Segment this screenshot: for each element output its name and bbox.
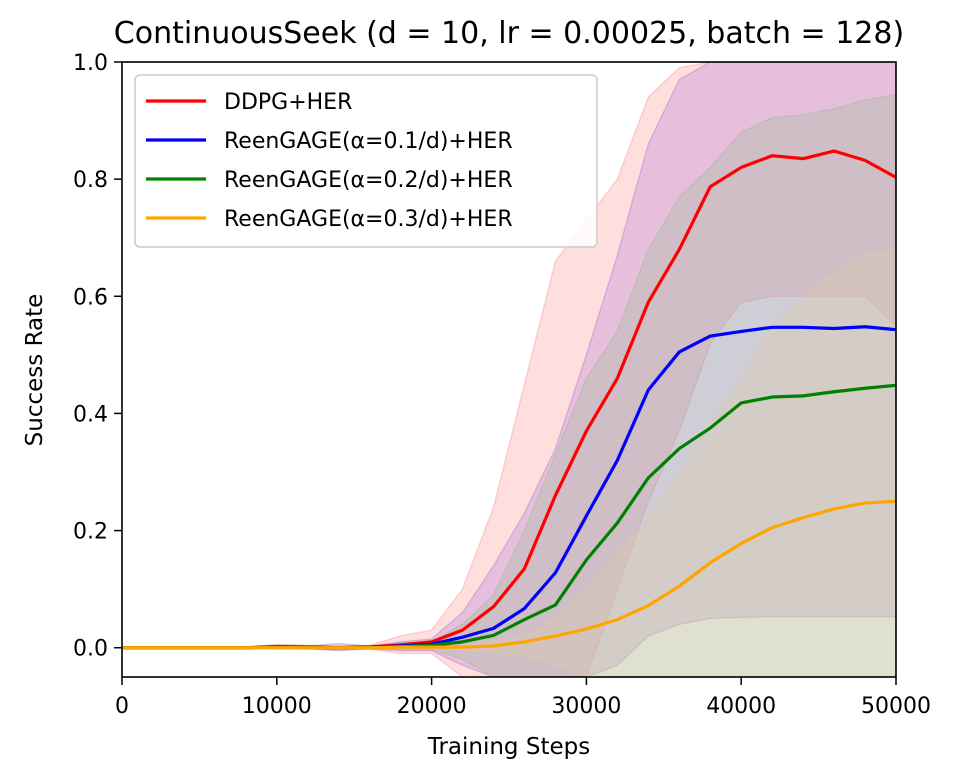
x-axis-ticks: 0 10000 20000 30000 40000 50000 [115, 677, 931, 719]
legend-label-3: ReenGAGE(α=0.2/d)+HER [224, 168, 513, 193]
x-tick-label: 20000 [397, 694, 467, 719]
line-series-4 [122, 499, 896, 650]
y-tick-label: 0.0 [73, 637, 108, 662]
legend-label-2: ReenGAGE(α=0.1/d)+HER [224, 129, 513, 154]
x-axis-label: Training Steps [427, 734, 590, 760]
y-tick-label: 0.2 [73, 520, 108, 545]
y-axis-ticks: 0.0 0.2 0.4 0.6 0.8 1.0 [73, 51, 122, 662]
legend-label-1: DDPG+HER [224, 90, 352, 115]
y-tick-label: 1.0 [73, 51, 108, 76]
band-series-1 [122, 62, 896, 677]
legend-box [134, 74, 598, 248]
x-tick-label: 40000 [706, 694, 776, 719]
y-tick-label: 0.6 [73, 285, 108, 310]
x-tick-label: 10000 [242, 694, 312, 719]
y-tick-label: 0.8 [73, 168, 108, 193]
x-tick-label: 0 [115, 694, 129, 719]
plot-area-frame [121, 61, 897, 678]
chart-title: ContinuousSeek (d = 10, lr = 0.00025, ba… [114, 16, 904, 51]
x-tick-label: 30000 [551, 694, 621, 719]
legend: DDPG+HER ReenGAGE(α=0.1/d)+HER ReenGAGE(α=… [134, 74, 598, 248]
legend-label-4: ReenGAGE(α=0.3/d)+HER [224, 207, 513, 232]
x-tick-label: 50000 [861, 694, 931, 719]
y-axis-label: Success Rate [22, 294, 48, 447]
y-tick-label: 0.4 [73, 402, 108, 427]
series-lines [122, 149, 896, 650]
